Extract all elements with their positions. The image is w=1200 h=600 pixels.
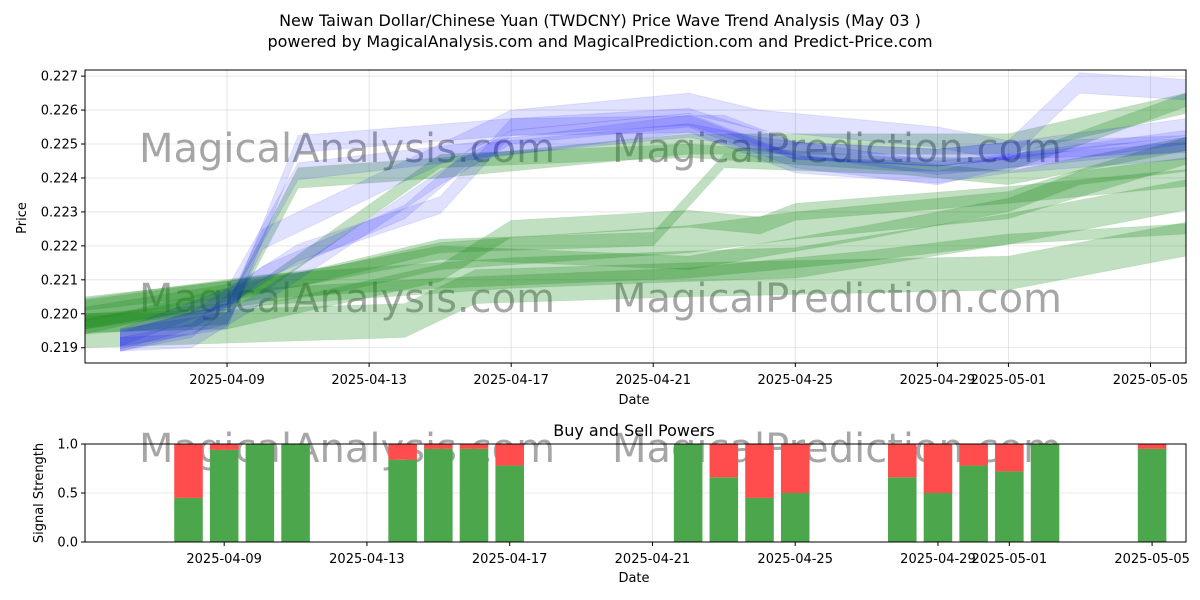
- sell-bar: [174, 444, 203, 498]
- sell-bar: [995, 444, 1024, 472]
- sell-bar: [780, 444, 810, 493]
- price-x-tick-label: 2025-04-21: [615, 373, 691, 388]
- price-y-tick-label: 0.221: [41, 273, 78, 288]
- price-plot-frame: [84, 69, 1187, 364]
- buy-bar: [887, 477, 917, 542]
- price-x-label: Date: [618, 393, 649, 408]
- buy-bar: [459, 448, 489, 542]
- signal-x-tick-label: 2025-04-13: [329, 552, 405, 567]
- price-x-ticks: 2025-04-09 2025-04-13 2025-04-17 2025-04-21…: [189, 363, 1188, 388]
- price-watermarks: MagicalAnalysis.com MagicalPrediction.com…: [139, 126, 1062, 322]
- price-x-tick-label: 2025-04-17: [473, 373, 549, 388]
- buy-bar: [745, 497, 774, 542]
- signal-x-tick-label: 2025-04-09: [186, 552, 262, 567]
- signal-x-tick-label: 2025-04-29: [900, 552, 976, 567]
- figure-subtitle: powered by MagicalAnalysis.com and Magic…: [267, 32, 932, 51]
- buy-bar: [1137, 448, 1167, 542]
- buy-bar: [424, 448, 453, 542]
- buy-bar: [923, 493, 953, 542]
- sell-bar: [959, 444, 988, 466]
- buy-bar: [780, 493, 810, 542]
- sell-bar: [923, 444, 953, 493]
- buy-bar: [281, 444, 310, 542]
- sell-bar: [495, 444, 524, 466]
- figure-title: New Taiwan Dollar/Chinese Yuan (TWDCNY) …: [279, 11, 921, 30]
- price-y-tick-label: 0.224: [41, 171, 78, 186]
- price-y-tick-label: 0.222: [41, 239, 78, 254]
- watermark-text: MagicalAnalysis.com: [139, 276, 555, 322]
- price-y-tick-label: 0.223: [41, 205, 78, 220]
- buy-bar: [174, 497, 203, 542]
- signal-x-tick-label: 2025-05-05: [1114, 552, 1190, 567]
- price-y-tick-label: 0.219: [41, 341, 78, 356]
- signal-chart: Buy and Sell Powers MagicalAnalysis.com M…: [32, 421, 1190, 586]
- buy-bar: [388, 459, 417, 542]
- sell-bar: [1137, 444, 1167, 449]
- signal-y-ticks: 0.0 0.5 1.0: [57, 438, 85, 551]
- signal-x-ticks: 2025-04-09 2025-04-13 2025-04-17 2025-04-21…: [186, 542, 1190, 567]
- sell-bar: [209, 444, 239, 450]
- signal-bars: [174, 444, 1167, 542]
- price-x-tick-label: 2025-04-25: [758, 373, 834, 388]
- price-y-tick-label: 0.220: [41, 307, 78, 322]
- buy-bar: [959, 465, 988, 542]
- watermark-text: MagicalPrediction.com: [612, 276, 1062, 322]
- signal-chart-title: Buy and Sell Powers: [553, 421, 715, 440]
- sell-bar: [424, 444, 453, 449]
- signal-y-tick-label: 0.0: [57, 536, 78, 551]
- buy-bar: [673, 444, 703, 542]
- signal-x-tick-label: 2025-04-21: [615, 552, 691, 567]
- buy-bar: [495, 465, 524, 542]
- buy-bar: [209, 449, 239, 542]
- price-y-tick-label: 0.227: [41, 70, 78, 85]
- signal-y-tick-label: 0.5: [57, 487, 78, 502]
- price-bands: [84, 72, 1187, 352]
- signal-x-tick-label: 2025-05-01: [972, 552, 1048, 567]
- price-x-tick-label: 2025-04-29: [900, 373, 976, 388]
- price-grid: [85, 70, 1186, 363]
- signal-y-label: Signal Strength: [32, 443, 47, 543]
- sell-bar: [459, 444, 489, 449]
- price-y-ticks: 0.219 0.220 0.221 0.222 0.223 0.224 0.225 0.226…: [41, 70, 85, 356]
- price-x-tick-label: 2025-05-01: [971, 373, 1047, 388]
- sell-bar: [887, 444, 917, 478]
- signal-x-tick-label: 2025-04-25: [757, 552, 833, 567]
- price-x-tick-label: 2025-05-05: [1113, 373, 1189, 388]
- sell-bar: [388, 444, 417, 460]
- price-chart: MagicalAnalysis.com MagicalPrediction.com…: [15, 69, 1188, 408]
- buy-bar: [709, 477, 739, 542]
- signal-x-label: Date: [618, 571, 649, 586]
- price-y-tick-label: 0.226: [41, 104, 78, 119]
- buy-bar: [245, 444, 275, 542]
- signal-y-tick-label: 1.0: [57, 438, 78, 453]
- watermark-text: MagicalAnalysis.com: [139, 126, 555, 172]
- watermark-text: MagicalPrediction.com: [612, 126, 1062, 172]
- price-x-tick-label: 2025-04-13: [331, 373, 407, 388]
- price-y-tick-label: 0.225: [41, 138, 78, 153]
- price-x-tick-label: 2025-04-09: [189, 373, 265, 388]
- buy-bar: [995, 471, 1024, 542]
- price-y-label: Price: [15, 202, 30, 234]
- buy-bar: [1030, 444, 1060, 542]
- sell-bar: [709, 444, 739, 478]
- signal-x-tick-label: 2025-04-17: [472, 552, 548, 567]
- sell-bar: [745, 444, 774, 498]
